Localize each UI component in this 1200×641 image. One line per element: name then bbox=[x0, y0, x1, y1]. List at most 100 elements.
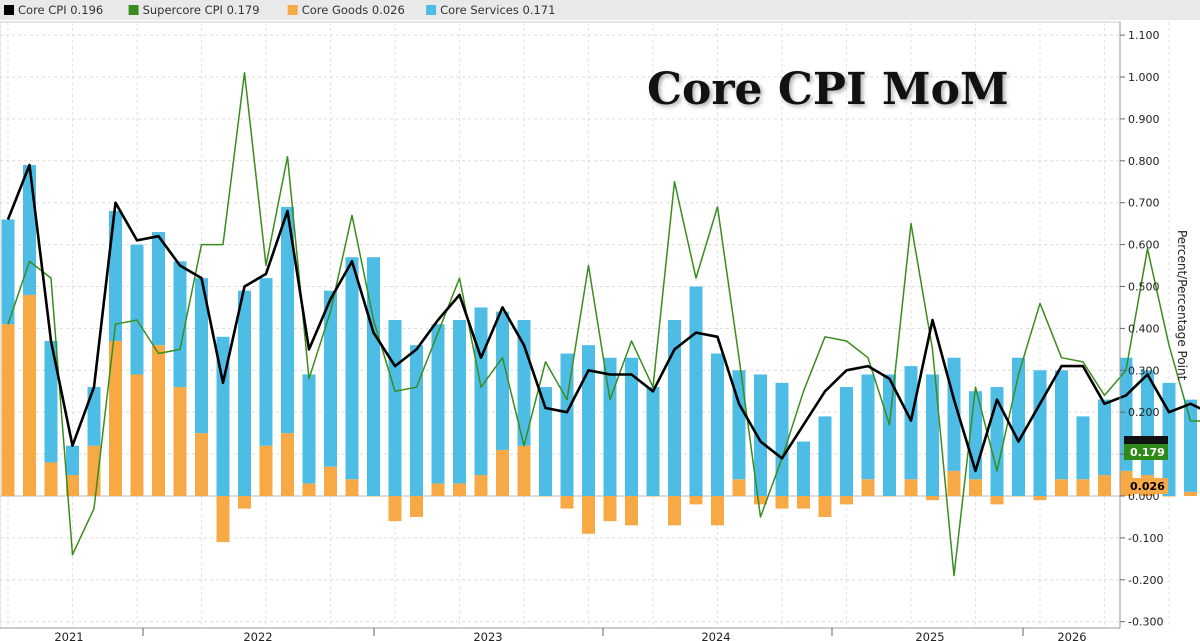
y-tick-label: -0.200 bbox=[1128, 574, 1163, 587]
bar-core-goods bbox=[689, 496, 703, 505]
legend-label-0: Core CPI 0.196 bbox=[18, 3, 103, 17]
bar-core-services bbox=[840, 387, 853, 496]
bar-core-goods bbox=[560, 496, 574, 509]
bar-core-services bbox=[66, 445, 79, 476]
bar-core-goods bbox=[410, 496, 423, 517]
bar-core-goods bbox=[883, 496, 896, 497]
x-tick-label: 2026 bbox=[1057, 630, 1086, 641]
y-tick-label: -0.300 bbox=[1128, 616, 1163, 629]
bar-core-services bbox=[539, 387, 552, 496]
bar-core-goods bbox=[259, 445, 273, 496]
bar-core-goods bbox=[904, 479, 918, 496]
bar-core-goods bbox=[861, 479, 875, 496]
y-tick-label: 0.200 bbox=[1128, 406, 1160, 419]
bar-core-services bbox=[474, 307, 488, 476]
bar-core-services bbox=[367, 257, 380, 496]
bar-core-goods bbox=[23, 294, 36, 496]
bar-core-goods bbox=[517, 445, 531, 496]
bar-core-services bbox=[818, 416, 832, 496]
legend-swatch-1 bbox=[128, 5, 139, 15]
bar-core-goods bbox=[1055, 479, 1068, 496]
bar-core-services bbox=[861, 374, 875, 480]
legend-swatch-0 bbox=[4, 5, 14, 15]
goods-badge-value: 0.026 bbox=[1130, 480, 1165, 493]
bar-core-goods bbox=[711, 496, 724, 526]
bar-core-goods bbox=[474, 475, 488, 496]
bar-core-services bbox=[797, 441, 810, 496]
supercore-badge: 0.179 bbox=[1124, 444, 1168, 460]
bar-core-services bbox=[560, 353, 574, 496]
legend-label-3: Core Services 0.171 bbox=[440, 3, 555, 17]
bar-core-goods bbox=[431, 483, 445, 496]
bar-core-services bbox=[496, 311, 509, 450]
bar-core-goods bbox=[754, 496, 767, 505]
bar-core-services bbox=[1098, 399, 1111, 476]
bar-core-services bbox=[1033, 370, 1047, 496]
bar-core-services bbox=[625, 357, 638, 496]
bar-core-goods bbox=[367, 496, 380, 497]
bar-core-goods bbox=[1, 324, 15, 496]
bar-core-services bbox=[754, 374, 767, 496]
x-tick-label: 2023 bbox=[473, 630, 502, 641]
bar-core-goods bbox=[130, 374, 144, 496]
bar-core-goods bbox=[947, 470, 961, 496]
bar-core-services bbox=[1076, 416, 1090, 480]
bar-core-services bbox=[603, 357, 617, 496]
bar-core-services bbox=[668, 320, 681, 496]
bar-core-services bbox=[152, 232, 165, 346]
bar-core-services bbox=[87, 387, 101, 446]
bar-core-goods bbox=[388, 496, 402, 522]
bar-core-services bbox=[431, 324, 445, 484]
bar-core-goods bbox=[216, 496, 230, 543]
bar-core-services bbox=[302, 374, 316, 484]
bar-core-goods bbox=[496, 449, 509, 496]
bar-core-goods bbox=[969, 479, 982, 496]
bar-core-goods bbox=[625, 496, 638, 526]
bar-core-services bbox=[926, 374, 939, 496]
bar-core-goods bbox=[1076, 479, 1090, 496]
core-services-bars bbox=[1, 164, 1197, 496]
x-tick-label: 2021 bbox=[54, 630, 83, 641]
legend-swatch-2 bbox=[287, 5, 298, 15]
bar-core-services bbox=[453, 320, 466, 484]
y-axis-label: Percent/Percentage Point bbox=[1175, 230, 1189, 381]
bar-core-services bbox=[1184, 399, 1197, 492]
line-core-cpi bbox=[6, 163, 1200, 473]
bar-core-services bbox=[1012, 357, 1025, 496]
bar-core-goods bbox=[797, 496, 810, 509]
bar-core-services bbox=[883, 374, 896, 496]
bar-core-goods bbox=[818, 496, 832, 517]
legend: Core CPI 0.196 Supercore CPI 0.179 Core Go… bbox=[4, 3, 555, 17]
bar-core-services bbox=[711, 353, 724, 496]
bar-core-goods bbox=[345, 479, 359, 496]
bar-core-services bbox=[904, 366, 918, 480]
bar-core-goods bbox=[281, 433, 294, 496]
bar-core-services bbox=[281, 206, 294, 434]
y-tick-label: 1.100 bbox=[1128, 29, 1160, 42]
bar-core-services bbox=[345, 257, 359, 480]
goods-badge: 0.026 bbox=[1124, 478, 1168, 494]
bar-core-goods bbox=[1162, 496, 1176, 497]
bar-core-goods bbox=[109, 340, 122, 496]
bar-core-goods bbox=[990, 496, 1004, 505]
bar-core-goods bbox=[840, 496, 853, 505]
y-tick-label: 0.300 bbox=[1128, 364, 1160, 377]
y-tick-label: 0.500 bbox=[1128, 281, 1160, 294]
bar-core-goods bbox=[646, 496, 660, 497]
bar-core-goods bbox=[1098, 475, 1111, 496]
x-axis: 2021 2022 2023 2024 2025 2026 bbox=[0, 627, 1120, 641]
bar-core-goods bbox=[238, 496, 251, 509]
series-lines bbox=[6, 72, 1200, 577]
y-tick-label: 0.900 bbox=[1128, 113, 1160, 126]
bar-core-services bbox=[410, 345, 423, 496]
bar-core-goods bbox=[1033, 496, 1047, 501]
legend-swatch-3 bbox=[426, 5, 437, 15]
bar-core-goods bbox=[152, 345, 165, 496]
bar-core-goods bbox=[668, 496, 681, 526]
y-tick-label: -0.100 bbox=[1128, 532, 1163, 545]
bar-core-goods bbox=[1012, 496, 1025, 497]
legend-label-2: Core Goods 0.026 bbox=[302, 3, 405, 17]
y-tick-label: 0.800 bbox=[1128, 155, 1160, 168]
bar-core-goods bbox=[1184, 491, 1197, 496]
